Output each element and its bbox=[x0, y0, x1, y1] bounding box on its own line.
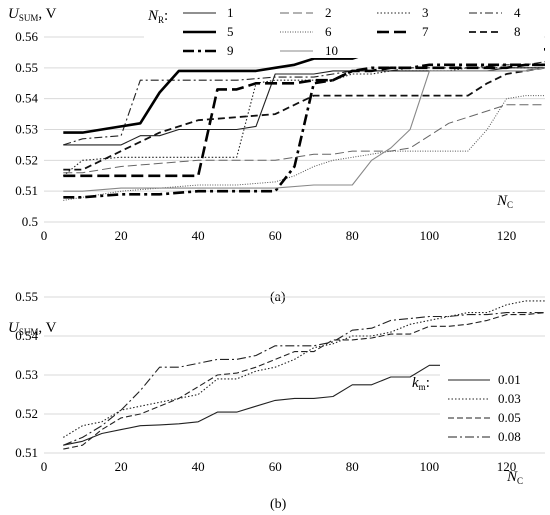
chart-panel-a: USUM, V NC 0.5 0.51 0.52 0.53 0.54 0.55 0.56 0 2… bbox=[8, 2, 546, 305]
legend-label-10: 10 bbox=[325, 43, 338, 58]
panel-b-y-axis-label: USUM, V bbox=[8, 320, 57, 337]
legend-label-8: 8 bbox=[514, 24, 521, 39]
legend-label-2: 2 bbox=[325, 5, 332, 20]
legend-label-7: 7 bbox=[422, 24, 429, 39]
x-tick-label: 0 bbox=[41, 228, 48, 243]
series-line-4 bbox=[63, 61, 546, 146]
chart-panel-b: USUM, V NC 0.51 0.52 0.53 0.54 0.55 0 20 40 60 80… bbox=[8, 289, 546, 512]
x-tick-label: 40 bbox=[192, 228, 205, 243]
x-tick-label: 60 bbox=[269, 228, 282, 243]
legend-label-5: 5 bbox=[227, 24, 234, 39]
x-tick-label: 40 bbox=[192, 459, 205, 474]
panel-a-legend-title: NR: bbox=[147, 8, 168, 25]
legend-label-0.01: 0.01 bbox=[498, 372, 521, 387]
y-tick-label: 0.52 bbox=[15, 406, 38, 421]
x-tick-label: 20 bbox=[115, 459, 128, 474]
x-tick-label: 0 bbox=[41, 459, 48, 474]
panel-b-caption: (b) bbox=[270, 497, 287, 512]
y-tick-label: 0.56 bbox=[15, 29, 38, 44]
y-tick-label: 0.55 bbox=[15, 289, 38, 304]
series-line-9 bbox=[63, 63, 545, 199]
legend-label-0.05: 0.05 bbox=[498, 410, 521, 425]
panel-b-legend-title: km: bbox=[412, 375, 430, 392]
series-line-6 bbox=[63, 95, 545, 201]
panel-a-legend-box bbox=[144, 2, 544, 58]
series-line-1 bbox=[63, 67, 545, 146]
panel-a-series-lines bbox=[62, 47, 546, 201]
series-line-0.08 bbox=[63, 312, 545, 446]
y-tick-label: 0.53 bbox=[15, 367, 38, 382]
legend-label-6: 6 bbox=[325, 24, 332, 39]
y-tick-label: 0.52 bbox=[15, 152, 38, 167]
panel-a-gridlines bbox=[44, 36, 545, 223]
legend-label-3: 3 bbox=[422, 5, 429, 20]
legend-label-9: 9 bbox=[227, 43, 234, 58]
panel-a-y-axis-label: USUM, V bbox=[8, 6, 57, 23]
series-line-2 bbox=[63, 104, 545, 174]
x-tick-label: 60 bbox=[269, 459, 282, 474]
panel-b-legend: 0.01 0.03 0.05 0.08 bbox=[448, 372, 521, 444]
y-tick-label: 0.51 bbox=[15, 183, 38, 198]
x-tick-label: 120 bbox=[497, 228, 517, 243]
series-line-8 bbox=[63, 66, 546, 171]
series-line-0.03 bbox=[63, 300, 545, 438]
y-tick-label: 0.5 bbox=[22, 214, 38, 229]
legend-label-4: 4 bbox=[514, 5, 521, 20]
series-line-10 bbox=[63, 67, 546, 192]
x-tick-label: 120 bbox=[497, 459, 517, 474]
y-tick-label: 0.54 bbox=[15, 91, 38, 106]
panel-a-x-axis-label: NC bbox=[496, 193, 513, 210]
x-tick-label: 80 bbox=[346, 459, 359, 474]
y-tick-label: 0.55 bbox=[15, 60, 38, 75]
y-tick-label: 0.51 bbox=[15, 445, 38, 460]
legend-label-1: 1 bbox=[227, 5, 234, 20]
legend-label-0.08: 0.08 bbox=[498, 429, 521, 444]
series-line-7 bbox=[63, 63, 545, 178]
panel-b-x-axis-label: NC bbox=[506, 469, 523, 486]
x-tick-label: 100 bbox=[420, 459, 440, 474]
x-tick-label: 100 bbox=[420, 228, 440, 243]
panel-a-legend: 1 2 3 4 5 6 7 8 9 10 bbox=[183, 5, 521, 58]
x-tick-label: 20 bbox=[115, 228, 128, 243]
series-line-0.05 bbox=[63, 312, 546, 450]
panel-b-legend-box bbox=[440, 363, 545, 445]
panel-b-tick-labels: 0.51 0.52 0.53 0.54 0.55 0 20 40 60 80 100 120 bbox=[15, 289, 516, 474]
x-tick-label: 80 bbox=[346, 228, 359, 243]
panel-a-tick-labels: 0.5 0.51 0.52 0.53 0.54 0.55 0.56 0 20 40 60 80 100 1… bbox=[15, 29, 516, 243]
y-tick-label: 0.54 bbox=[15, 328, 38, 343]
y-tick-label: 0.53 bbox=[15, 122, 38, 137]
legend-label-0.03: 0.03 bbox=[498, 391, 521, 406]
